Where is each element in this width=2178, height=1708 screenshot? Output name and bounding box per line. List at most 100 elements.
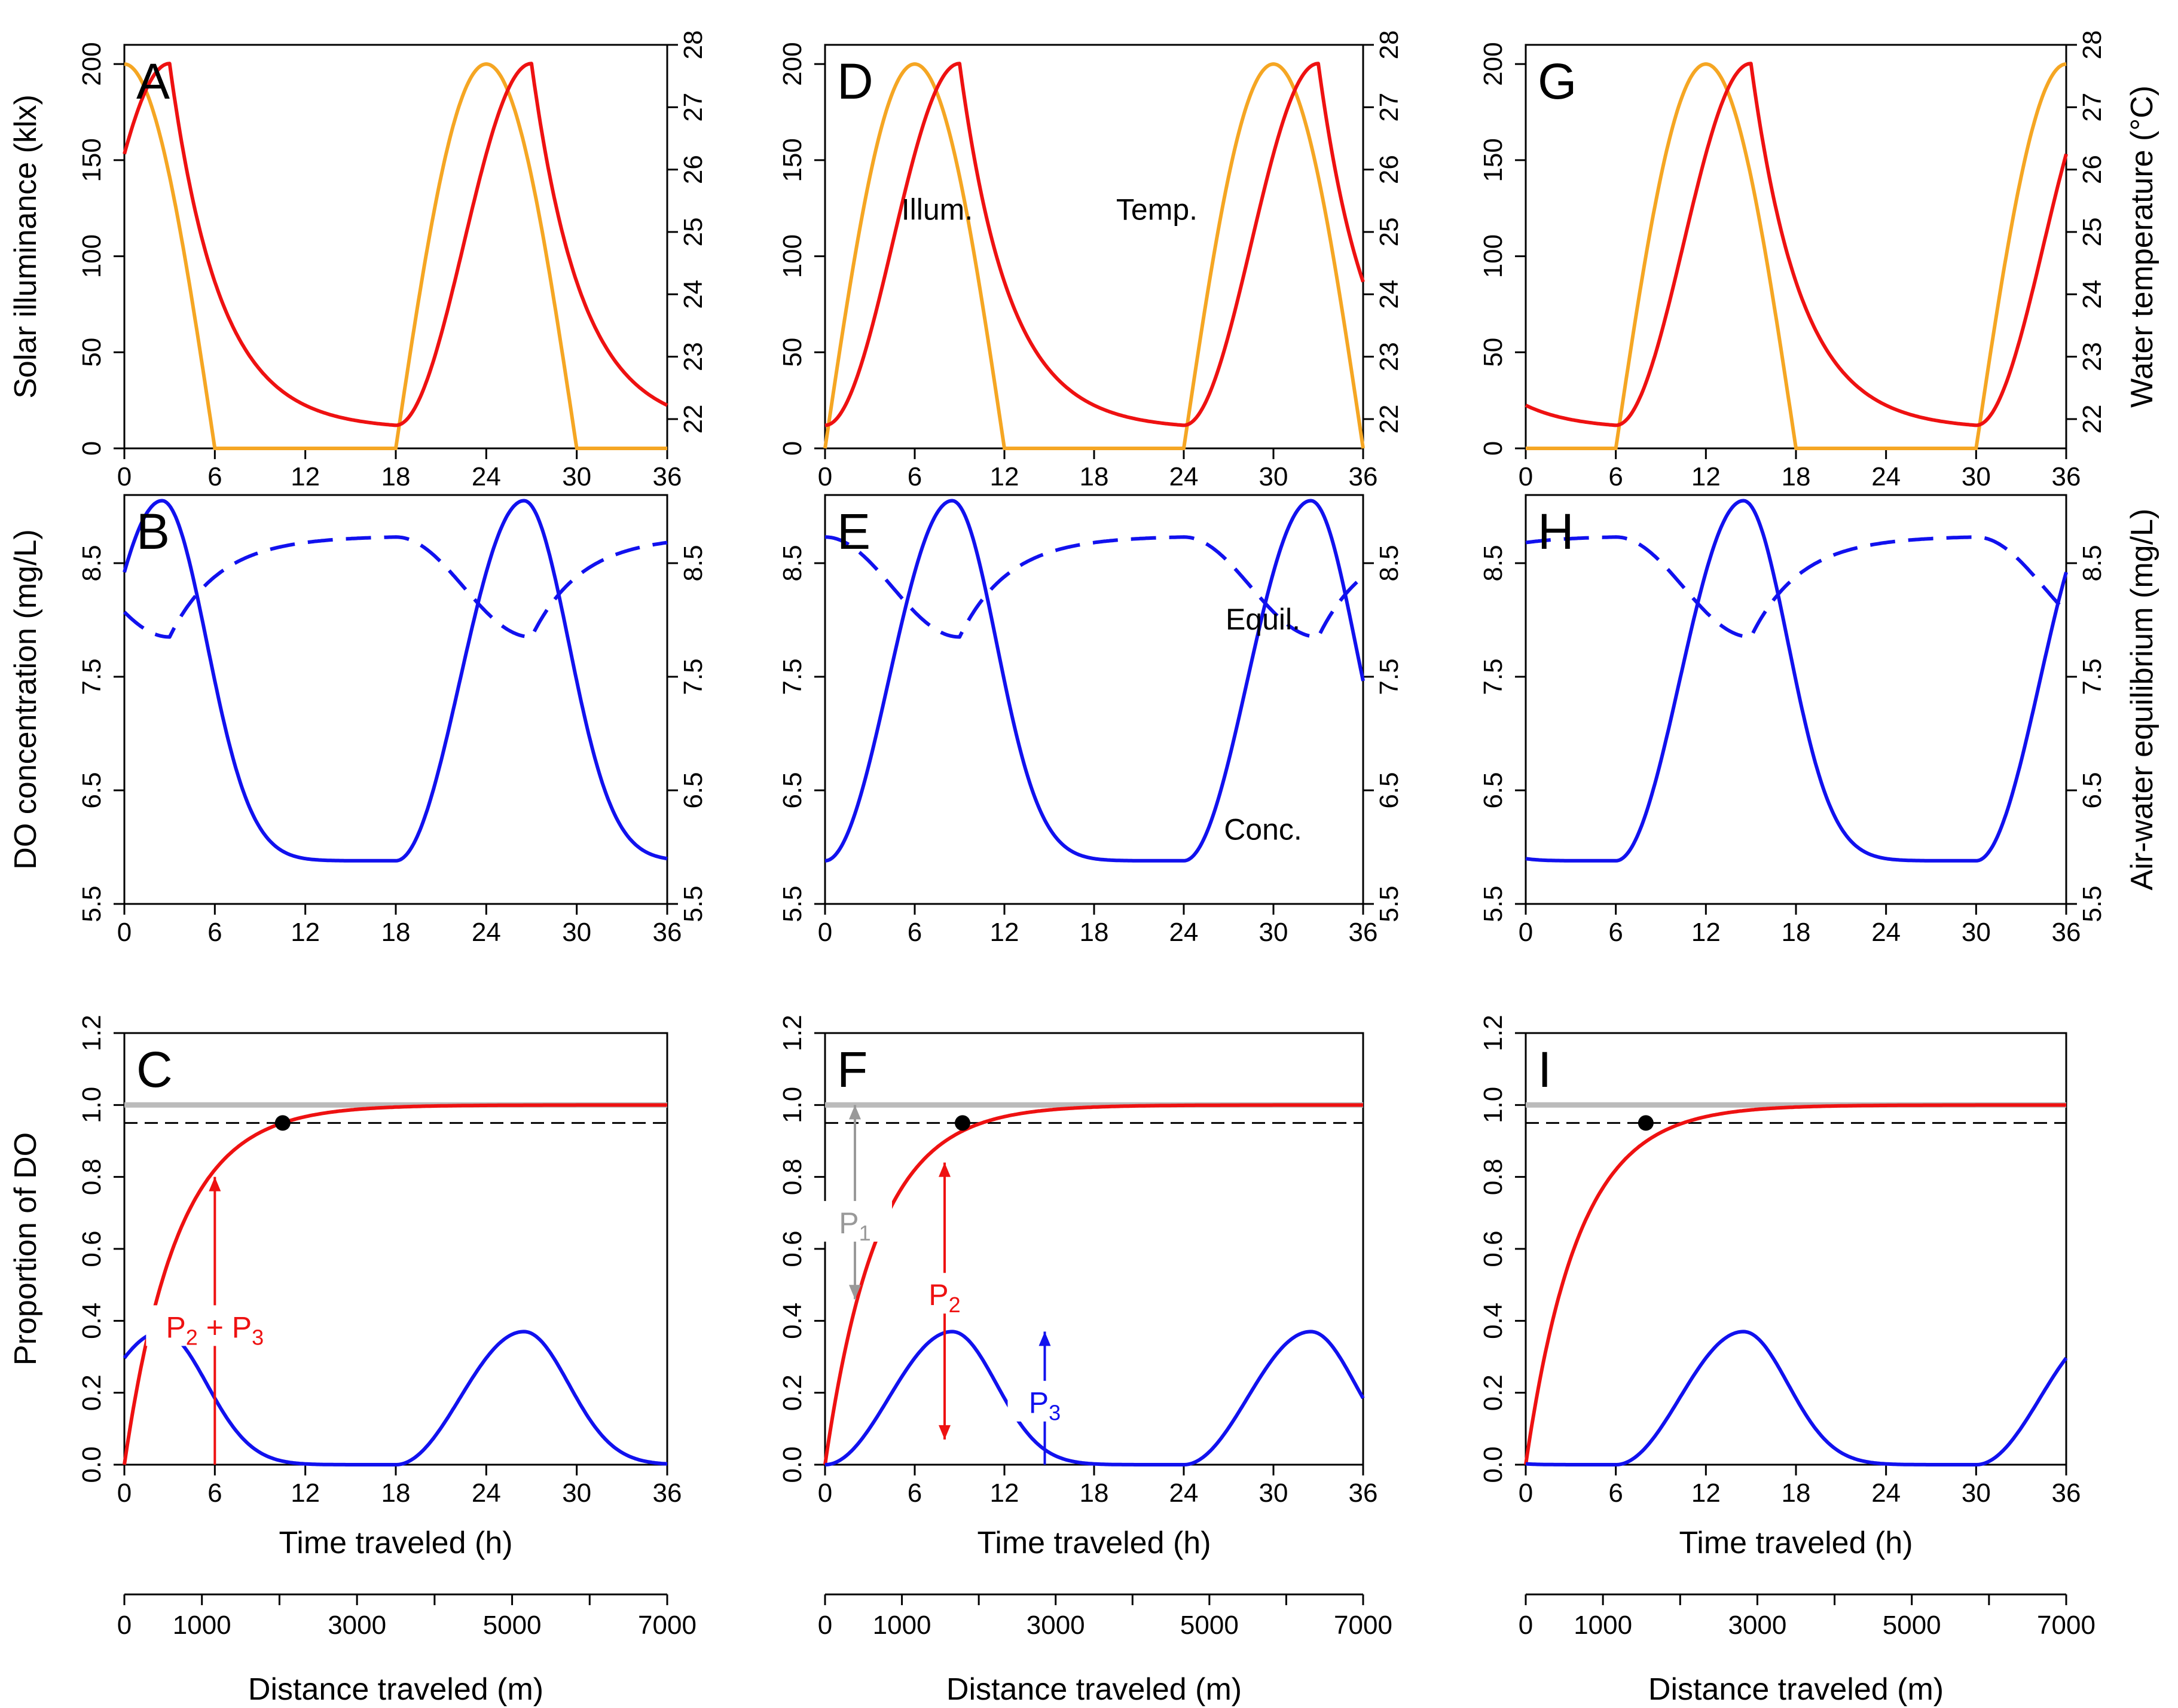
series-temp-c1-r1 (123, 62, 668, 427)
distance-axis-label: Distance traveled (m) (248, 1672, 543, 1707)
y-tick-label-c2-r1: 50 (778, 338, 807, 367)
arrow-p1-head (849, 1105, 861, 1120)
y-tick-label-c3-r3: 0.2 (1479, 1374, 1508, 1411)
x-tick-label-c3-r2: 6 (1608, 918, 1623, 947)
x-tick-label-c2-r1: 36 (1349, 462, 1378, 491)
y2-tick-label-c1-r1: 25 (679, 218, 708, 247)
x-tick-label-c1-r1: 6 (207, 462, 222, 491)
y2-tick-label-c2-r1: 26 (1374, 155, 1404, 184)
x-tick-label-c3-r3: 30 (1962, 1478, 1991, 1508)
x-tick-label-c1-r1: 18 (381, 462, 411, 491)
arrow-label-bg-p3 (1007, 1380, 1082, 1422)
y2-tick-label-c2-r2: 7.5 (1374, 658, 1404, 695)
y2-tick-label-c3-r2: 5.5 (2078, 885, 2107, 922)
arrow-p2p3-head (209, 1177, 221, 1191)
y-tick-label-c2-r3: 0.2 (778, 1374, 807, 1411)
arrow-label-part: + P (198, 1310, 252, 1344)
y2-tick-label-c2-r1: 25 (1374, 218, 1404, 247)
y-tick-label-c1-r2: 8.5 (77, 545, 106, 581)
distance-tick-label: 7000 (638, 1611, 697, 1640)
y-tick-label-c1-r1: 50 (77, 338, 106, 367)
panel-frame-c2-r3 (824, 1032, 1364, 1466)
distance-tick-label: 0 (117, 1611, 132, 1640)
y-tick-label-c3-r1: 200 (1479, 42, 1508, 85)
panel-frame-c3-r2 (1525, 494, 2067, 905)
x-tick-label-c2-r1: 24 (1169, 462, 1199, 491)
series-label-conc_label: Conc. (1224, 813, 1302, 847)
x-tick-label-c3-r1: 6 (1608, 462, 1623, 491)
series-temp-c3-r1 (1525, 62, 2068, 427)
x-tick-label-c2-r1: 18 (1080, 462, 1109, 491)
y2-tick-label-c3-r2: 7.5 (2078, 658, 2107, 695)
y-tick-label-c1-r2: 6.5 (77, 772, 106, 808)
y2-tick-label-c3-r1: 26 (2078, 155, 2107, 184)
y2-tick-label-c1-r1: 23 (679, 342, 708, 371)
series-p3-c3-r3 (1525, 1330, 2068, 1466)
distance-axis-label: Distance traveled (m) (946, 1672, 1242, 1707)
panel-letter-I: I (1538, 1041, 1551, 1098)
panel-frame-c1-r2 (123, 494, 668, 905)
y-tick-label-c1-r3: 0.8 (77, 1159, 106, 1195)
y-tick-label-c1-r2: 5.5 (77, 885, 106, 922)
y-axis-label-left: Proportion of DO (8, 1132, 43, 1365)
series-equil-c2-r2 (824, 535, 1364, 639)
x-tick-label-c2-r2: 0 (818, 918, 832, 947)
y-tick-label-c2-r3: 0.0 (778, 1446, 807, 1483)
series-label-temp_label: Temp. (1116, 193, 1198, 226)
y2-tick-label-c1-r2: 5.5 (679, 885, 708, 922)
y-tick-label-c1-r3: 0.4 (77, 1303, 106, 1339)
panel-frame-c1-r3 (123, 1032, 668, 1466)
x-tick-label-c2-r3: 24 (1169, 1478, 1199, 1508)
panel-letter-H: H (1538, 503, 1574, 560)
arrow-label-part: P (1029, 1386, 1049, 1420)
y2-tick-label-c2-r2: 5.5 (1374, 885, 1404, 922)
x-tick-label-c2-r2: 30 (1259, 918, 1288, 947)
threshold-dot (955, 1115, 970, 1131)
x-axis-label: Time traveled (h) (977, 1526, 1211, 1560)
distance-tick-label: 0 (818, 1611, 832, 1640)
y2-tick-label-c1-r2: 8.5 (679, 545, 708, 581)
arrow-label-part: 3 (252, 1325, 264, 1349)
arrow-label-bg-p2p3 (146, 1305, 284, 1346)
x-tick-label-c3-r2: 0 (1519, 918, 1533, 947)
x-tick-label-c1-r2: 36 (653, 918, 682, 947)
y-tick-label-c1-r3: 0.6 (77, 1230, 106, 1267)
series-cumulative-c1-r3 (123, 1103, 668, 1465)
x-tick-label-c1-r3: 6 (207, 1478, 222, 1508)
x-tick-label-c2-r1: 12 (990, 462, 1019, 491)
arrow-label-p2p3: P2 + P3 (166, 1310, 264, 1349)
x-tick-label-c2-r1: 0 (818, 462, 832, 491)
x-tick-label-c1-r2: 30 (562, 918, 591, 947)
x-tick-label-c1-r3: 30 (562, 1478, 591, 1508)
panel-frame-c2-r1 (824, 44, 1364, 450)
y2-tick-label-c3-r2: 8.5 (2078, 545, 2107, 581)
x-tick-label-c1-r1: 36 (653, 462, 682, 491)
x-tick-label-c2-r1: 6 (908, 462, 922, 491)
x-tick-label-c2-r1: 30 (1259, 462, 1288, 491)
series-illum-c1-r1 (124, 62, 668, 450)
x-tick-label-c1-r1: 0 (117, 462, 132, 491)
panel-letter-D: D (837, 53, 873, 109)
y-tick-label-c1-r2: 7.5 (77, 658, 106, 695)
arrow-label-p1: P1 (839, 1206, 870, 1245)
x-tick-label-c2-r3: 18 (1080, 1478, 1109, 1508)
distance-tick-label: 5000 (1883, 1611, 1941, 1640)
panel-letter-G: G (1538, 53, 1577, 109)
distance-tick-label: 3000 (1027, 1611, 1085, 1640)
y2-tick-label-c1-r1: 28 (679, 30, 708, 60)
series-temp-c2-r1 (824, 62, 1365, 427)
x-tick-label-c2-r2: 6 (908, 918, 922, 947)
x-tick-label-c2-r2: 24 (1169, 918, 1199, 947)
arrow-p2-head (939, 1162, 951, 1177)
x-axis-label: Time traveled (h) (1679, 1526, 1913, 1560)
x-tick-label-c3-r3: 18 (1782, 1478, 1811, 1508)
x-axis-label: Time traveled (h) (279, 1526, 512, 1560)
y-tick-label-c1-r1: 150 (77, 138, 106, 182)
arrow-label-bg-p2 (908, 1273, 982, 1314)
distance-tick-label: 0 (1519, 1611, 1533, 1640)
y2-tick-label-c3-r1: 27 (2078, 93, 2107, 122)
x-tick-label-c2-r3: 0 (818, 1478, 832, 1508)
y-tick-label-c2-r1: 100 (778, 234, 807, 278)
y2-tick-label-c2-r2: 8.5 (1374, 545, 1404, 581)
panel-letter-B: B (136, 503, 170, 560)
